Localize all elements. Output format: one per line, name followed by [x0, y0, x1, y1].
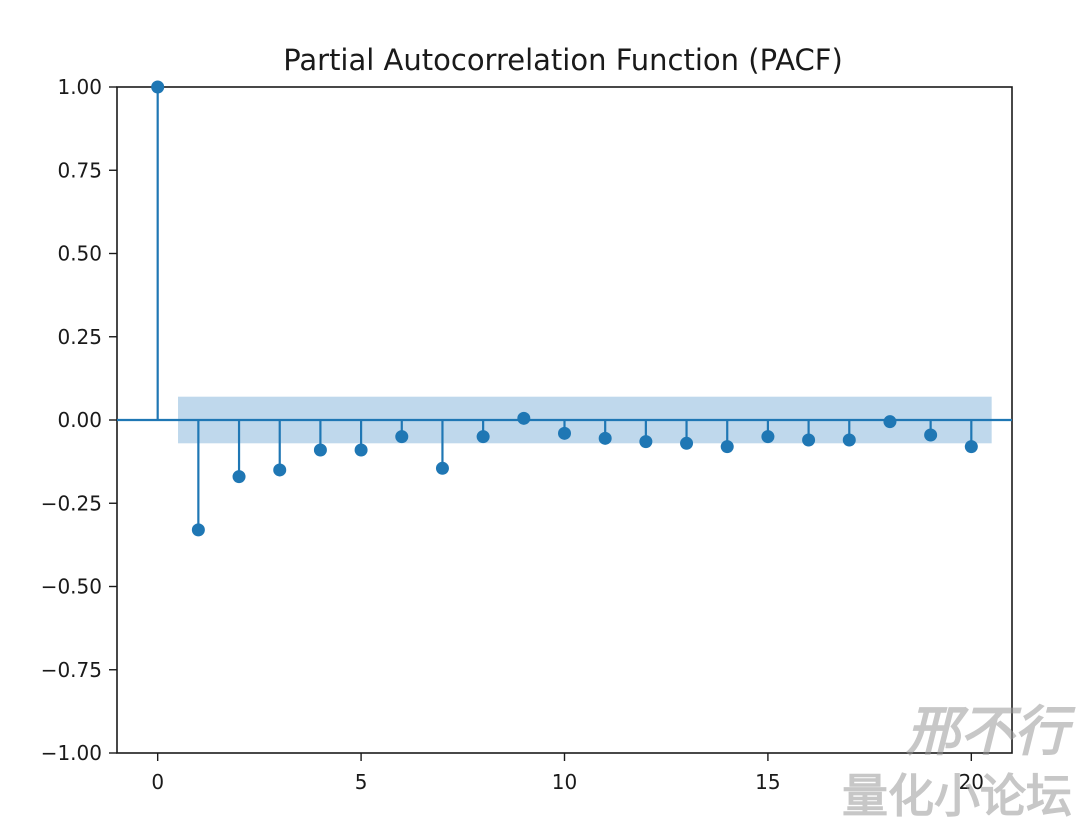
stem-marker [924, 428, 938, 442]
y-tick-label: 1.00 [57, 75, 102, 99]
stem-marker [191, 523, 205, 537]
stem-marker [639, 435, 653, 449]
stem-marker [435, 461, 449, 475]
stem-marker [802, 433, 816, 447]
stem-layer [117, 80, 1012, 537]
y-tick-label: −0.25 [41, 491, 102, 515]
x-tick-label: 5 [355, 770, 368, 794]
stem-marker [354, 443, 368, 457]
stem-marker [232, 470, 246, 484]
watermark-line1: 邢不行 [905, 700, 1076, 763]
stem-marker [273, 463, 287, 477]
stem-marker [476, 430, 490, 444]
stem-marker [883, 415, 897, 429]
y-tick-label: −0.50 [41, 575, 102, 599]
x-tick-label: 20 [959, 770, 984, 794]
y-tick-label: 0.50 [57, 242, 102, 266]
stem-marker [517, 411, 531, 425]
axes-layer: 1.00 0.75 0.50 0.25 0.00 −0.25 −0.50 −0.75 −1.00… [41, 75, 1013, 794]
stem-marker [842, 433, 856, 447]
watermark: 邢不行 量化小论坛 [842, 700, 1076, 823]
y-tick-label: 0.00 [57, 408, 102, 432]
y-tick-label: 0.75 [57, 158, 102, 182]
stem-marker [151, 80, 165, 94]
watermark-line2: 量化小论坛 [842, 769, 1072, 823]
y-tick-label: −1.00 [41, 741, 102, 765]
y-tick-label: −0.75 [41, 658, 102, 682]
stem-marker [964, 440, 978, 454]
stem-marker [720, 440, 734, 454]
stem-marker [761, 430, 775, 444]
x-tick-label: 10 [552, 770, 577, 794]
stem-marker [313, 443, 327, 457]
stem-marker [395, 430, 409, 444]
x-tick-label: 0 [151, 770, 164, 794]
chart-title: Partial Autocorrelation Function (PACF) [283, 43, 843, 77]
stem-marker [598, 431, 612, 445]
stem-marker [680, 436, 694, 450]
x-tick-label: 15 [755, 770, 780, 794]
y-tick-label: 0.25 [57, 325, 102, 349]
stem-marker [558, 426, 571, 440]
